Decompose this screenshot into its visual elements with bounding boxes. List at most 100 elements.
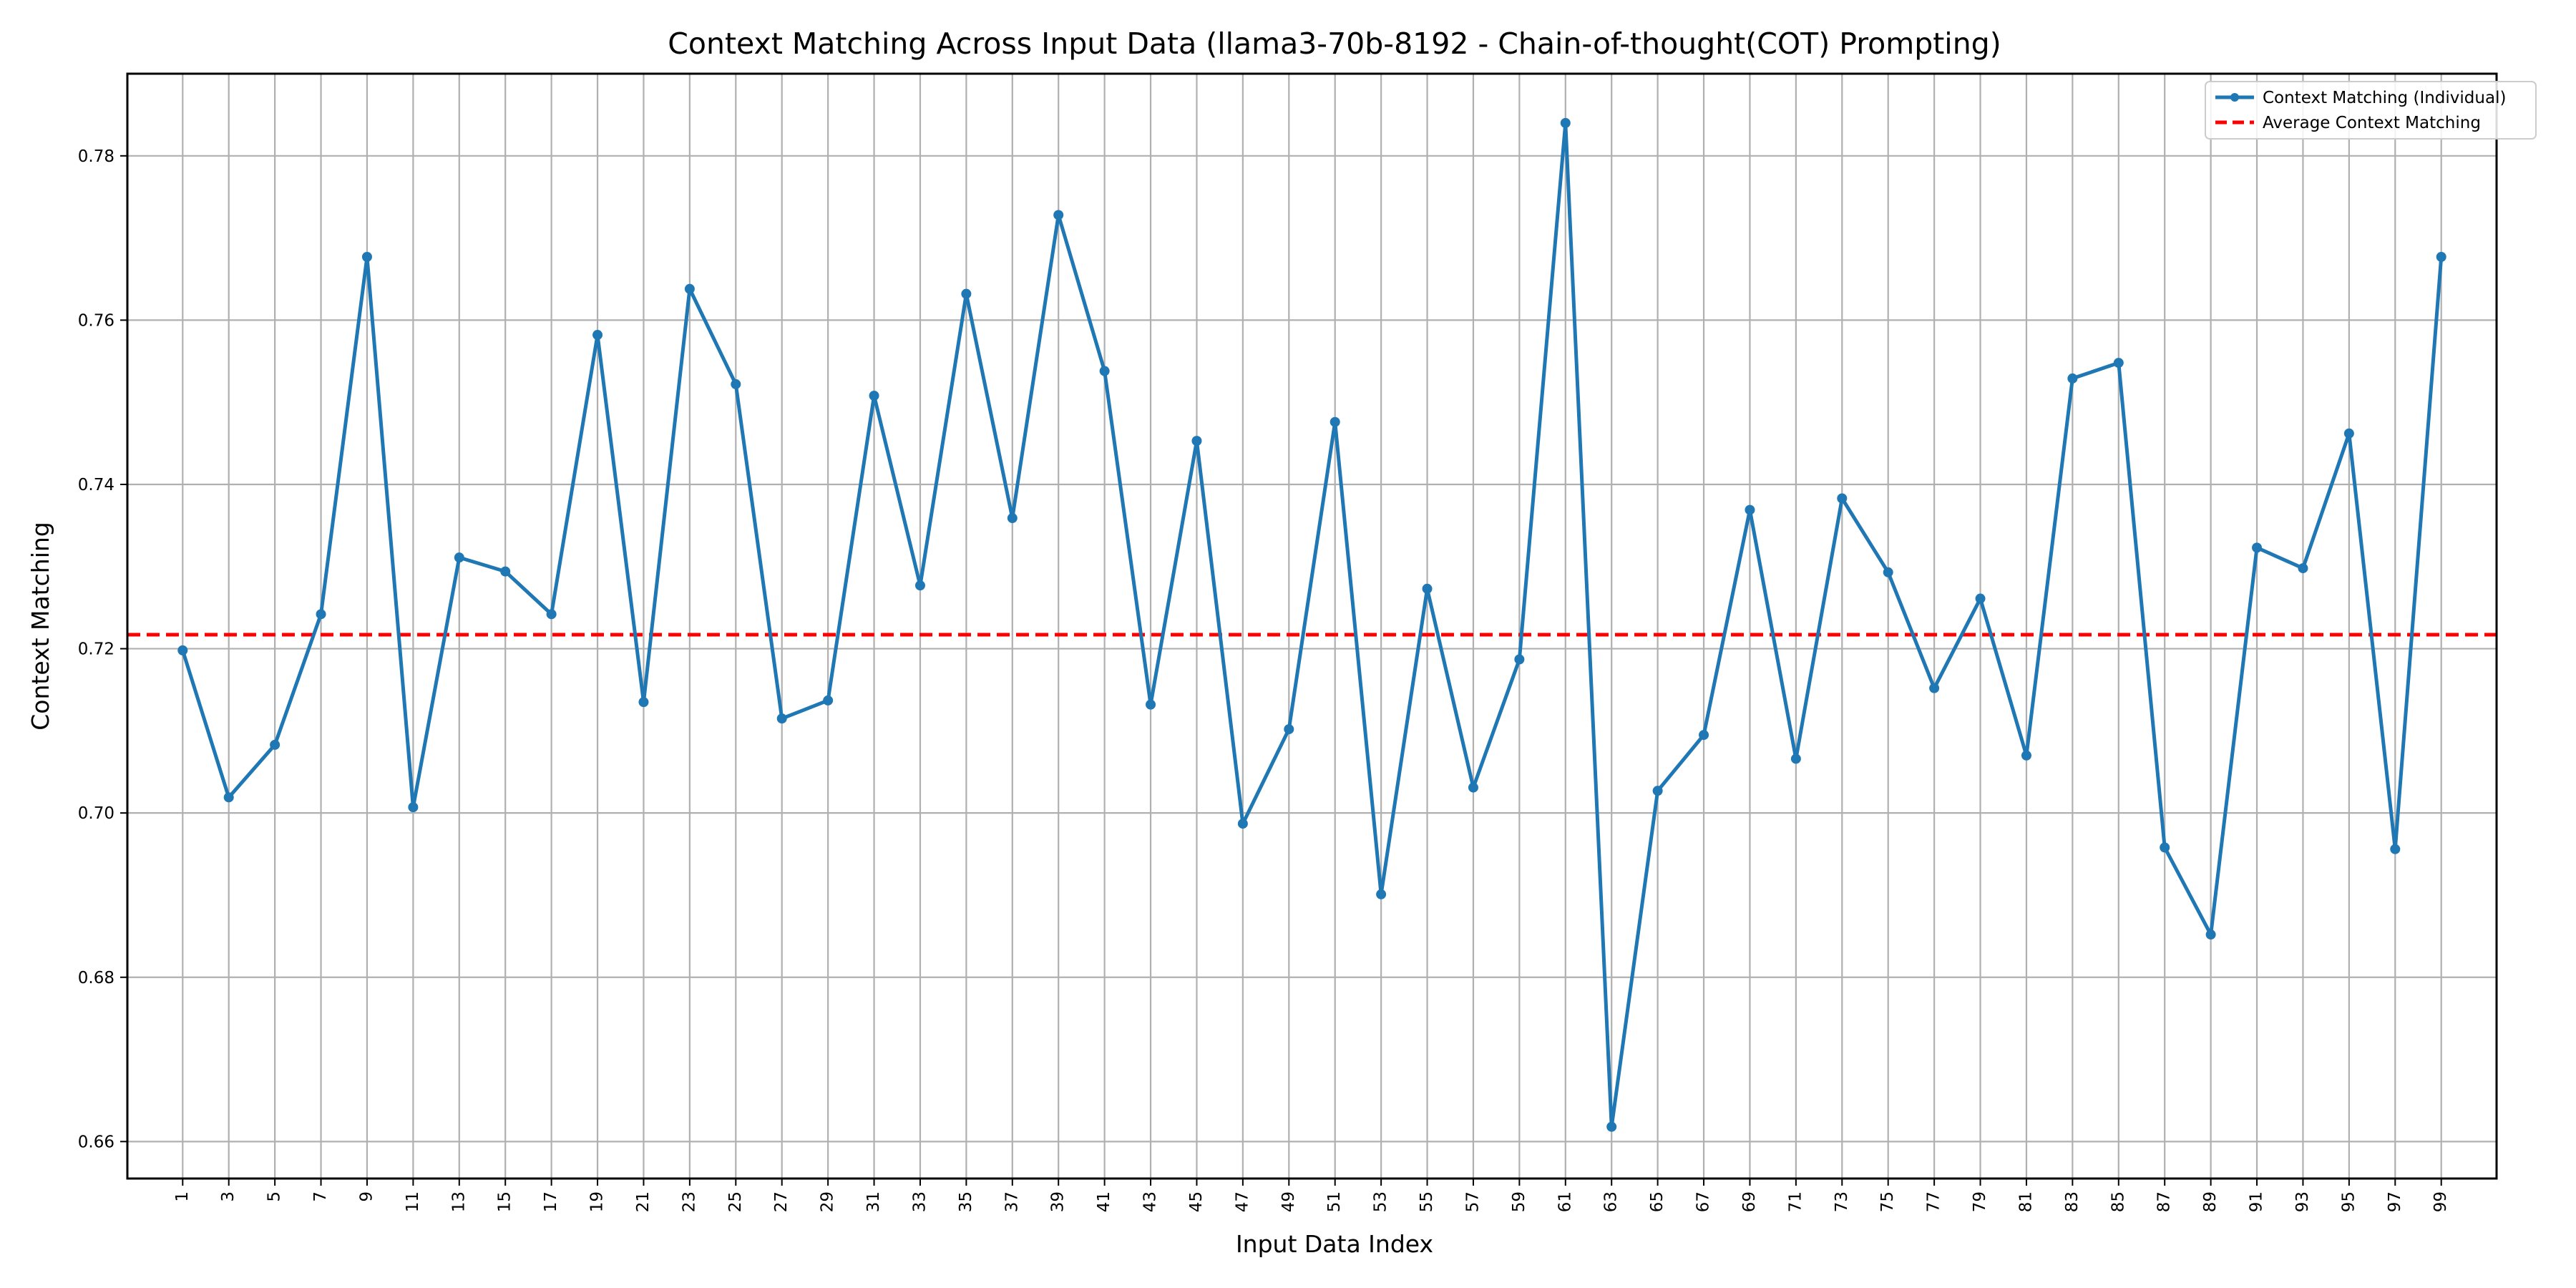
axis-ticks: 1 3 5 7 9 11 13 15 17 19 21 23 25 27 29 31 33 35 37 39 41 43 4…	[78, 147, 2450, 1212]
x-tick-label: 57	[1463, 1191, 1482, 1212]
data-point	[316, 609, 326, 620]
x-tick-label: 85	[2109, 1191, 2127, 1212]
x-tick-label: 71	[1786, 1191, 1805, 1212]
data-point	[1053, 210, 1064, 220]
x-tick-label: 59	[1510, 1191, 1528, 1212]
x-tick-label: 17	[542, 1191, 560, 1212]
data-point	[408, 802, 419, 813]
data-point	[1237, 819, 1248, 829]
data-point	[1652, 786, 1663, 796]
x-tick-label: 87	[2155, 1191, 2174, 1212]
data-point	[270, 739, 280, 750]
x-tick-label: 5	[265, 1191, 284, 1202]
data-point	[592, 330, 603, 341]
y-tick-label: 0.74	[78, 476, 114, 494]
x-tick-label: 29	[819, 1191, 837, 1212]
data-point	[454, 552, 464, 563]
x-tick-label: 15	[496, 1191, 514, 1212]
data-point	[1790, 753, 1801, 764]
x-tick-label: 1	[173, 1191, 192, 1202]
y-tick-label: 0.68	[78, 969, 114, 987]
x-tick-label: 99	[2431, 1191, 2450, 1212]
x-tick-label: 43	[1141, 1191, 1160, 1212]
data-point	[1514, 654, 1525, 665]
data-point	[223, 792, 234, 803]
data-point	[1284, 724, 1294, 735]
x-tick-label: 11	[404, 1191, 422, 1212]
x-tick-label: 61	[1556, 1191, 1574, 1212]
data-point	[823, 695, 834, 706]
y-tick-label: 0.70	[78, 804, 114, 823]
x-tick-label: 97	[2386, 1191, 2404, 1212]
data-point	[2298, 563, 2308, 574]
data-point	[361, 251, 372, 262]
x-tick-label: 69	[1740, 1191, 1759, 1212]
data-point	[2390, 844, 2401, 854]
data-point	[2436, 251, 2446, 262]
chart-title: Context Matching Across Input Data (llam…	[668, 26, 2001, 61]
legend-label-individual: Context Matching (Individual)	[2263, 89, 2506, 107]
x-tick-label: 65	[1648, 1191, 1667, 1212]
x-tick-label: 63	[1602, 1191, 1621, 1212]
y-tick-label: 0.72	[78, 640, 114, 659]
x-tick-label: 45	[1187, 1191, 1206, 1212]
data-point	[1975, 593, 1986, 604]
data-point	[1422, 583, 1433, 594]
x-tick-label: 35	[957, 1191, 975, 1212]
data-point	[2205, 930, 2216, 940]
data-point	[2067, 373, 2078, 384]
data-point	[2113, 358, 2124, 369]
data-point	[731, 379, 741, 389]
data-point	[1699, 730, 1709, 741]
data-point	[1330, 416, 1340, 427]
x-tick-label: 23	[680, 1191, 698, 1212]
x-tick-label: 51	[1325, 1191, 1344, 1212]
data-point	[1606, 1121, 1617, 1132]
data-point	[684, 283, 695, 294]
data-point	[2160, 842, 2170, 853]
x-tick-label: 53	[1372, 1191, 1390, 1212]
y-tick-label: 0.66	[78, 1133, 114, 1151]
data-point	[638, 697, 649, 708]
x-tick-label: 21	[634, 1191, 653, 1212]
x-tick-label: 75	[1878, 1191, 1897, 1212]
x-tick-label: 77	[1925, 1191, 1943, 1212]
data-point	[1745, 504, 1755, 515]
x-tick-label: 55	[1418, 1191, 1436, 1212]
data-point	[1883, 567, 1893, 577]
x-tick-label: 41	[1095, 1191, 1113, 1212]
data-point	[1007, 513, 1018, 524]
x-tick-label: 25	[726, 1191, 745, 1212]
data-point	[914, 580, 925, 591]
x-tick-label: 73	[1833, 1191, 1851, 1212]
x-tick-label: 33	[910, 1191, 929, 1212]
data-point	[2252, 542, 2263, 553]
x-tick-label: 47	[1233, 1191, 1252, 1212]
legend: Context Matching (Individual) Average Co…	[2205, 81, 2537, 140]
data-point	[2021, 750, 2031, 761]
x-tick-label: 81	[2016, 1191, 2035, 1212]
data-point	[546, 609, 557, 620]
x-tick-label: 95	[2339, 1191, 2358, 1212]
x-tick-label: 79	[1971, 1191, 1989, 1212]
x-tick-label: 91	[2248, 1191, 2266, 1212]
y-tick-label: 0.78	[78, 147, 114, 166]
data-point	[2343, 428, 2354, 439]
data-point	[1146, 699, 1156, 710]
y-axis-title: Context Matching	[26, 522, 54, 731]
x-tick-label: 37	[1002, 1191, 1021, 1212]
series-layer	[177, 117, 2446, 1132]
data-point	[1376, 889, 1387, 899]
x-tick-label: 31	[864, 1191, 883, 1212]
data-point	[177, 645, 188, 655]
x-tick-label: 27	[772, 1191, 791, 1212]
data-point	[1929, 683, 1940, 693]
legend-label-average: Average Context Matching	[2263, 114, 2481, 132]
x-tick-label: 3	[219, 1191, 238, 1202]
x-tick-label: 9	[357, 1191, 376, 1202]
data-point	[1191, 436, 1202, 447]
x-tick-label: 83	[2063, 1191, 2082, 1212]
data-point	[776, 713, 787, 724]
